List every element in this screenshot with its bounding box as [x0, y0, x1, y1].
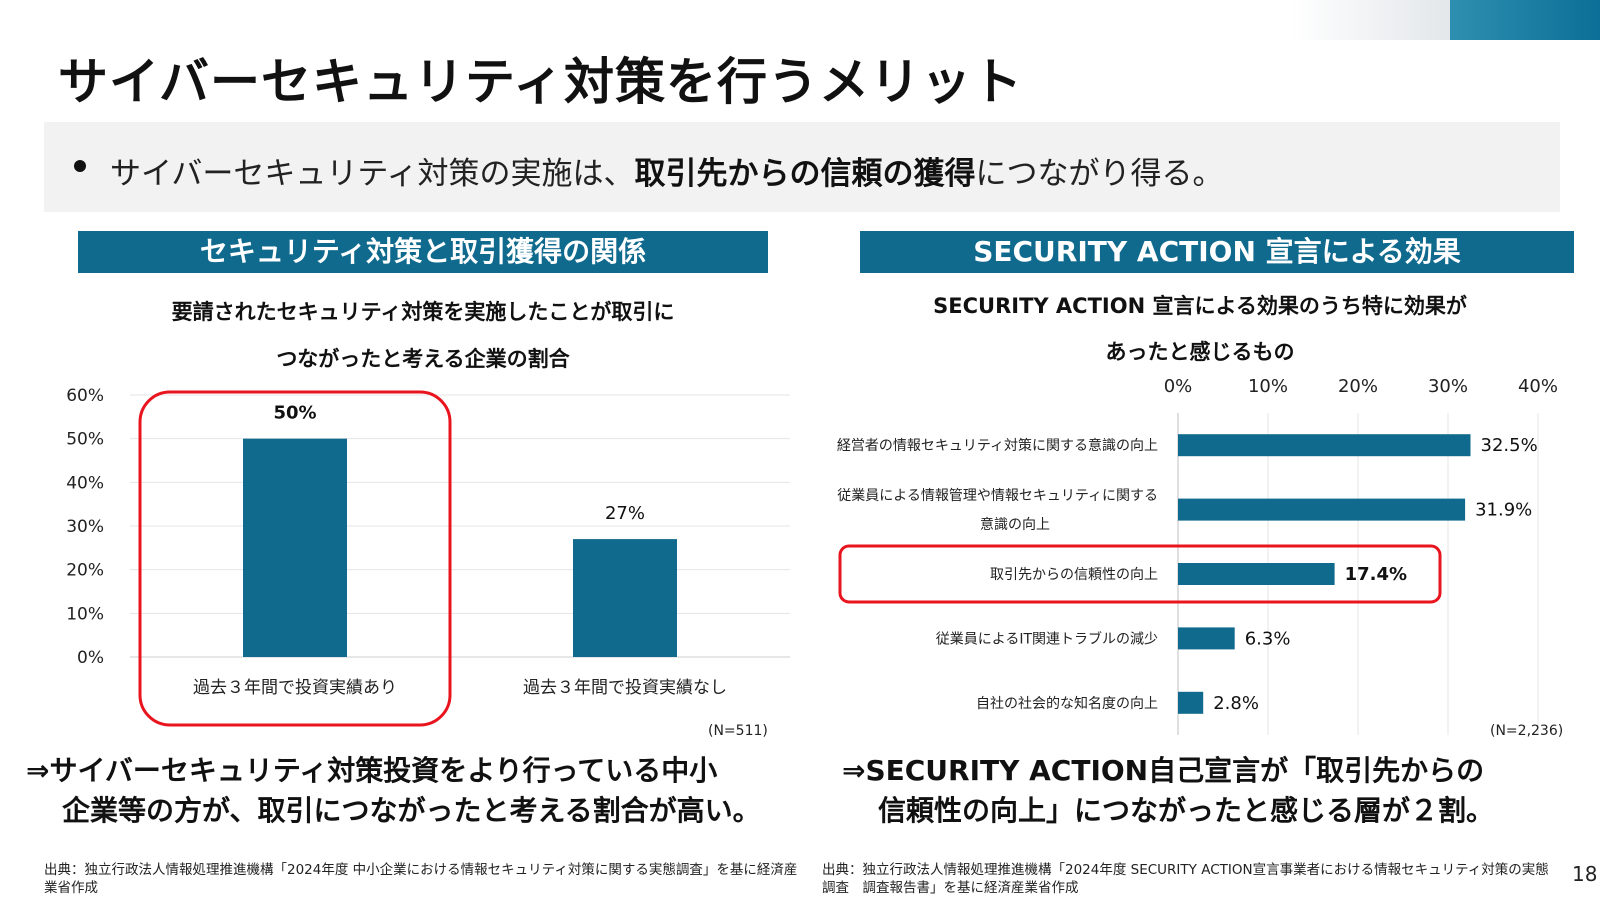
right-chart-x-tick: 30%: [1428, 376, 1468, 397]
right-sample-size: (N=2,236): [1490, 723, 1564, 739]
left-chart-value-label: 27%: [605, 503, 645, 524]
left-chart-bar: [573, 539, 677, 657]
left-chart-subtitle-line1: 要請されたセキュリティ対策を実施したことが取引に: [171, 300, 675, 324]
left-conclusion: ⇒サイバーセキュリティ対策投資をより行っている中小 企業等の方が、取引につながっ…: [26, 751, 761, 831]
left-sample-size: (N=511): [708, 723, 768, 739]
right-chart-x-tick: 20%: [1338, 376, 1378, 397]
right-chart-subtitle-line1: SECURITY ACTION 宣言による効果のうち特に効果が: [933, 294, 1467, 318]
right-chart-bar: [1178, 498, 1466, 521]
right-chart-category-label: 従業員によるIT関連トラブルの減少: [936, 630, 1158, 647]
key-message-text-after: につながり得る。: [975, 156, 1224, 192]
key-message-text-before: サイバーセキュリティ対策の実施は、: [110, 156, 635, 192]
left-bar-chart: 0% 10% 20% 30% 40% 50% 60% 50% 過去３年間で投資実績あり 27% 過去…: [66, 386, 790, 727]
right-chart-subtitle-line2: あったと感じるもの: [1105, 340, 1295, 364]
left-source-note: 出典：独立行政法人情報処理推進機構「2024年度 中小企業における情報セキュリテ…: [44, 862, 798, 896]
right-chart-category-label: 従業員による情報管理や情報セキュリティに関する: [837, 488, 1158, 504]
right-chart-bar: [1178, 627, 1235, 650]
right-chart-x-tick: 10%: [1248, 376, 1288, 397]
left-chart-bar: [243, 438, 347, 657]
right-chart-x-tick: 0%: [1164, 376, 1193, 397]
corner-decoration-fade: [1290, 0, 1450, 40]
right-chart-bar: [1178, 434, 1471, 457]
left-conclusion-line2: 企業等の方が、取引につながったと考える割合が高い。: [62, 794, 761, 827]
key-message-text-bold: 取引先からの信頼の獲得: [634, 156, 976, 192]
right-chart-category-label: 意識の向上: [980, 516, 1050, 533]
key-message-text: サイバーセキュリティ対策の実施は、取引先からの信頼の獲得につながり得る。: [110, 148, 1224, 193]
right-chart-highlight-box: [838, 544, 1442, 604]
left-panel-header: セキュリティ対策と取引獲得の関係: [78, 231, 768, 273]
right-conclusion-line2: 信頼性の向上」につながったと感じる層が２割。: [878, 794, 1495, 827]
right-conclusion: ⇒SECURITY ACTION自己宣言が「取引先からの 信頼性の向上」につなが…: [842, 751, 1494, 831]
right-source-note: 出典：独立行政法人情報処理推進機構「2024年度 SECURITY ACTION…: [822, 862, 1549, 896]
right-chart-category-label: 自社の社会的な知名度の向上: [976, 695, 1158, 712]
left-chart-y-tick: 0%: [77, 648, 104, 668]
right-chart-value-label: 31.9%: [1475, 500, 1532, 521]
bullet-icon: [74, 160, 86, 172]
corner-decoration-accent: [1450, 0, 1600, 40]
left-chart-category-label: 過去３年間で投資実績なし: [523, 678, 727, 698]
right-chart-category-label: 経営者の情報セキュリティ対策に関する意識の向上: [837, 437, 1158, 454]
left-chart-y-tick: 40%: [66, 473, 104, 493]
right-chart-x-tick: 40%: [1518, 376, 1558, 397]
left-chart-y-tick: 10%: [66, 604, 104, 624]
left-chart-y-tick: 50%: [66, 430, 104, 450]
right-chart-bar: [1178, 563, 1335, 585]
right-bar-chart: 0% 10% 20% 30% 40% 32.5% 経営者の情報セキュリティ対策に関する意識の…: [837, 376, 1558, 735]
right-chart-value-label: 32.5%: [1481, 435, 1538, 456]
slide-title: サイバーセキュリティ対策を行うメリット: [58, 53, 1023, 111]
left-chart-subtitle-line2: つながったと考える企業の割合: [276, 347, 570, 371]
left-chart-category-label: 過去３年間で投資実績あり: [193, 678, 397, 698]
left-conclusion-line1: ⇒サイバーセキュリティ対策投資をより行っている中小: [26, 754, 718, 787]
left-chart-y-tick: 60%: [66, 386, 104, 406]
right-conclusion-line1: ⇒SECURITY ACTION自己宣言が「取引先からの: [842, 754, 1485, 787]
left-chart-value-label: 50%: [273, 403, 316, 424]
right-chart-value-label: 17.4%: [1345, 564, 1407, 585]
right-chart-category-label: 取引先からの信頼性の向上: [990, 567, 1158, 583]
left-chart-y-tick: 20%: [66, 561, 104, 581]
right-chart-value-label: 6.3%: [1245, 628, 1291, 649]
right-panel-header: SECURITY ACTION 宣言による効果: [860, 231, 1574, 273]
key-message-banner: [44, 122, 1560, 212]
page-number: 18: [1572, 862, 1598, 886]
left-chart-y-tick: 30%: [66, 517, 104, 537]
left-chart-highlight-box: [138, 390, 452, 727]
right-chart-bar: [1178, 691, 1204, 714]
right-chart-value-label: 2.8%: [1213, 693, 1259, 714]
